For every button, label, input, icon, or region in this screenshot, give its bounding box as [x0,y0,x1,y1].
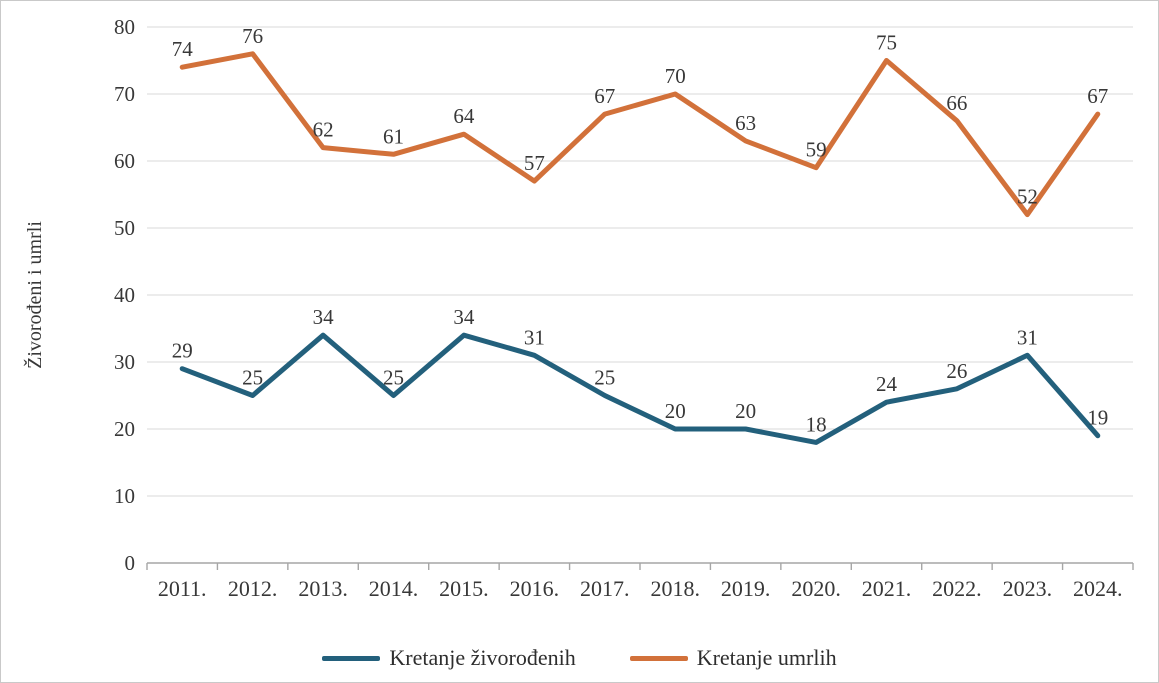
y-tick-label: 60 [114,149,135,173]
legend-item: Kretanje živorođenih [322,645,576,671]
data-point-label: 67 [594,84,615,108]
data-point-label: 52 [1017,185,1038,209]
data-point-label: 34 [453,305,475,329]
data-point-label: 64 [453,104,475,128]
data-point-label: 66 [946,91,967,115]
series-line [179,51,1101,218]
data-point-label: 19 [1087,406,1108,430]
x-tick-label: 2024. [1073,576,1123,601]
x-tick-label: 2022. [932,576,982,601]
x-tick-label: 2016. [510,576,560,601]
y-tick-label: 0 [125,551,136,575]
data-point-label: 61 [383,124,404,148]
y-tick-label: 20 [114,417,135,441]
x-tick-label: 2012. [228,576,278,601]
data-point-label: 76 [242,24,263,48]
data-point-label: 25 [242,366,263,390]
y-axis-title: Živorođeni i umrli [23,221,46,369]
data-point-label: 25 [594,366,615,390]
data-point-label: 20 [665,399,686,423]
legend-line-icon [629,655,688,661]
x-tick-label: 2013. [298,576,348,601]
data-point-label: 29 [172,339,193,363]
data-point-label: 59 [806,138,827,162]
y-tick-label: 10 [114,484,135,508]
data-point-label: 63 [735,111,756,135]
legend-label: Kretanje umrlih [696,645,837,670]
data-point-label: 70 [665,64,686,88]
x-tick-label: 2011. [158,576,207,601]
data-point-label: 62 [313,118,334,142]
data-point-label: 31 [1017,325,1038,349]
data-point-label: 25 [383,366,404,390]
data-point-label: 34 [313,305,335,329]
data-point-label: 18 [806,412,827,436]
x-tick-label: 2020. [791,576,841,601]
data-point-label: 31 [524,325,545,349]
y-tick-label: 30 [114,350,135,374]
data-point-label: 57 [524,151,545,175]
data-point-label: 75 [876,31,897,55]
y-tick-label: 70 [114,82,135,106]
x-tick-label: 2018. [650,576,700,601]
chart-legend: Kretanje živorođenih Kretanje umrlih [1,645,1158,671]
y-tick-label: 40 [114,283,135,307]
legend-label: Kretanje živorođenih [389,645,576,670]
x-tick-label: 2021. [862,576,912,601]
y-tick-label: 50 [114,216,135,240]
x-tick-label: 2017. [580,576,630,601]
data-point-label: 67 [1087,84,1108,108]
x-tick-label: 2015. [439,576,489,601]
series-line [179,332,1101,445]
legend-item: Kretanje umrlih [629,645,837,671]
x-tick-label: 2014. [369,576,419,601]
y-tick-label: 80 [114,15,135,39]
data-point-label: 26 [946,359,967,383]
data-point-label: 24 [876,372,898,396]
x-tick-label: 2023. [1003,576,1053,601]
data-point-label: 20 [735,399,756,423]
x-tick-label: 2019. [721,576,771,601]
data-point-label: 74 [172,37,194,61]
legend-line-icon [322,655,381,661]
